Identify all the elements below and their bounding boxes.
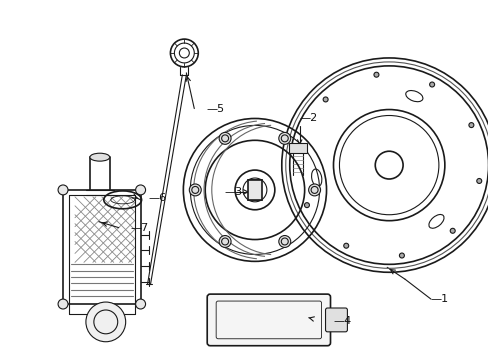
- Circle shape: [278, 235, 290, 247]
- Circle shape: [219, 132, 231, 144]
- Text: —6: —6: [148, 193, 166, 203]
- Circle shape: [476, 179, 481, 184]
- Circle shape: [296, 147, 301, 152]
- Text: —5: —5: [206, 104, 224, 113]
- Text: —1: —1: [430, 294, 448, 304]
- Text: —4: —4: [333, 316, 351, 326]
- Circle shape: [468, 123, 473, 127]
- Text: —2: —2: [299, 113, 317, 123]
- Circle shape: [308, 184, 320, 196]
- Circle shape: [189, 184, 201, 196]
- Circle shape: [399, 253, 404, 258]
- Circle shape: [323, 97, 327, 102]
- FancyBboxPatch shape: [325, 308, 346, 332]
- Ellipse shape: [90, 153, 109, 161]
- Circle shape: [135, 299, 145, 309]
- Circle shape: [135, 185, 145, 195]
- Bar: [288, 143, 306, 153]
- Bar: [247, 180, 262, 200]
- Circle shape: [429, 82, 434, 87]
- Text: —7: —7: [130, 222, 148, 233]
- Circle shape: [278, 132, 290, 144]
- Circle shape: [343, 243, 348, 248]
- Text: —3: —3: [224, 187, 242, 197]
- Circle shape: [449, 228, 454, 233]
- Circle shape: [304, 203, 309, 208]
- Circle shape: [58, 299, 68, 309]
- Circle shape: [373, 72, 378, 77]
- Circle shape: [58, 185, 68, 195]
- FancyBboxPatch shape: [207, 294, 330, 346]
- Circle shape: [219, 235, 231, 247]
- Circle shape: [86, 302, 125, 342]
